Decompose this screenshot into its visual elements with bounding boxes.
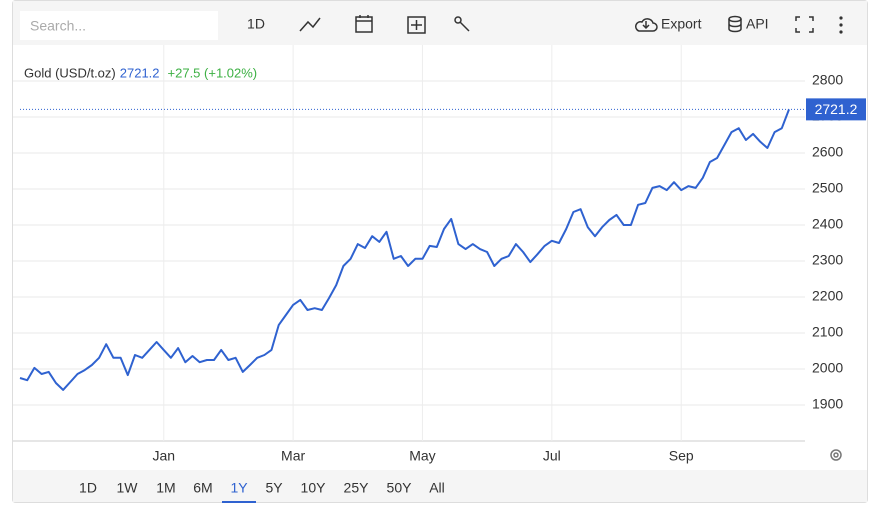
header-price: 2721.2 xyxy=(120,65,160,80)
x-tick-label: Sep xyxy=(669,448,694,464)
range-button[interactable]: 1W xyxy=(117,480,139,496)
plot: 1900200021002200230024002500260027002800… xyxy=(13,45,866,464)
header-change: +27.5 (+1.02%) xyxy=(168,65,258,80)
range-button[interactable]: 10Y xyxy=(301,480,327,496)
interval-button[interactable]: 1D xyxy=(247,16,265,32)
range-button[interactable]: 25Y xyxy=(344,480,370,496)
export-button[interactable] xyxy=(635,18,658,32)
add-icon[interactable] xyxy=(407,16,426,34)
x-tick-label: Jan xyxy=(152,448,175,464)
search-placeholder[interactable]: Search... xyxy=(30,18,86,34)
more-icon[interactable] xyxy=(839,16,843,34)
y-tick-label: 1900 xyxy=(812,396,843,412)
y-tick-label: 2000 xyxy=(812,360,843,376)
instrument-name: Gold (USD/t.oz) xyxy=(24,65,116,80)
settings-icon[interactable] xyxy=(830,449,842,461)
search-box[interactable] xyxy=(20,11,218,40)
line-icon[interactable] xyxy=(299,17,321,32)
range-button[interactable]: All xyxy=(429,480,445,496)
y-tick-label: 2300 xyxy=(812,252,843,268)
y-tick-label: 2200 xyxy=(812,288,843,304)
range-button[interactable]: 1M xyxy=(156,480,175,496)
api-icon[interactable] xyxy=(728,15,742,33)
y-tick-label: 2100 xyxy=(812,324,843,340)
calendar-icon[interactable] xyxy=(355,15,373,33)
settings-wrench-icon[interactable] xyxy=(454,16,470,32)
y-tick-label: 2600 xyxy=(812,144,843,160)
price-line xyxy=(19,109,790,391)
last-price-label: 2721.2 xyxy=(815,101,858,117)
x-tick-label: Mar xyxy=(281,448,305,464)
range-button[interactable]: 1Y xyxy=(230,480,248,496)
x-tick-label: May xyxy=(409,448,435,464)
range-button[interactable]: 50Y xyxy=(387,480,413,496)
range-button[interactable]: 6M xyxy=(193,480,212,496)
range-bar xyxy=(13,470,867,502)
y-tick-label: 2500 xyxy=(812,180,843,196)
range-button[interactable]: 5Y xyxy=(265,480,283,496)
fullscreen-icon[interactable] xyxy=(795,16,814,33)
range-button[interactable]: 1D xyxy=(79,480,97,496)
x-tick-label: Jul xyxy=(543,448,561,464)
export-label[interactable]: Export xyxy=(661,16,702,32)
last-price-box xyxy=(806,98,866,121)
y-tick-label: 2800 xyxy=(812,72,843,88)
y-tick-label: 2400 xyxy=(812,216,843,232)
api-label[interactable]: API xyxy=(746,16,769,32)
card xyxy=(12,0,868,503)
